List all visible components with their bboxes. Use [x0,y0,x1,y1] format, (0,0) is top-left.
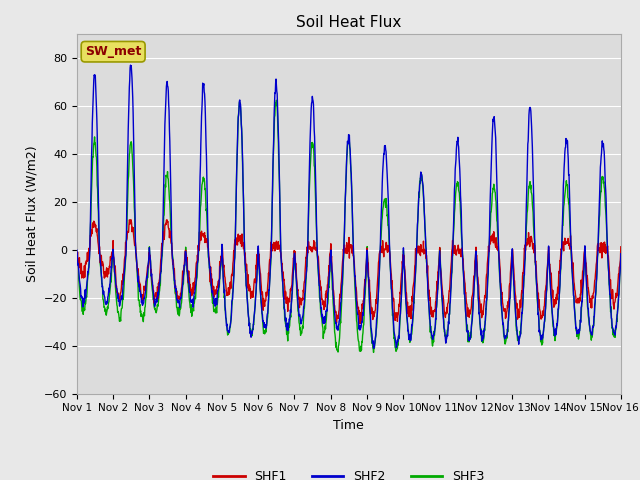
SHF2 [127,62,134,68]
SHF1 [553,297,561,303]
SHF3 [434,285,442,291]
SHF2 [255,262,263,267]
SHF1 [356,321,364,326]
SHF2 [505,309,513,315]
SHF3 [505,309,513,314]
SHF3 [617,255,625,261]
SHF2 [617,251,625,257]
SHF3 [194,259,202,264]
SHF2 [73,247,81,253]
Line: SHF3: SHF3 [77,100,621,352]
SHF2 [370,346,378,351]
X-axis label: Time: Time [333,419,364,432]
SHF1 [73,252,81,258]
SHF3 [255,255,262,261]
SHF1 [195,242,202,248]
SHF2 [181,262,189,268]
Line: SHF1: SHF1 [77,220,621,324]
SHF2 [553,321,561,326]
SHF1 [617,244,625,250]
Y-axis label: Soil Heat Flux (W/m2): Soil Heat Flux (W/m2) [25,145,38,282]
SHF1 [505,297,513,302]
SHF1 [181,251,189,257]
Line: SHF2: SHF2 [77,65,621,348]
Title: Soil Heat Flux: Soil Heat Flux [296,15,401,30]
SHF1 [434,269,442,275]
SHF3 [370,349,378,355]
SHF2 [195,252,202,258]
SHF3 [553,324,561,330]
SHF3 [73,247,81,252]
SHF2 [434,282,442,288]
Legend: SHF1, SHF2, SHF3: SHF1, SHF2, SHF3 [209,465,489,480]
Text: SW_met: SW_met [85,45,141,58]
SHF1 [255,251,263,257]
SHF3 [180,264,188,270]
SHF3 [273,97,280,103]
SHF1 [127,217,134,223]
